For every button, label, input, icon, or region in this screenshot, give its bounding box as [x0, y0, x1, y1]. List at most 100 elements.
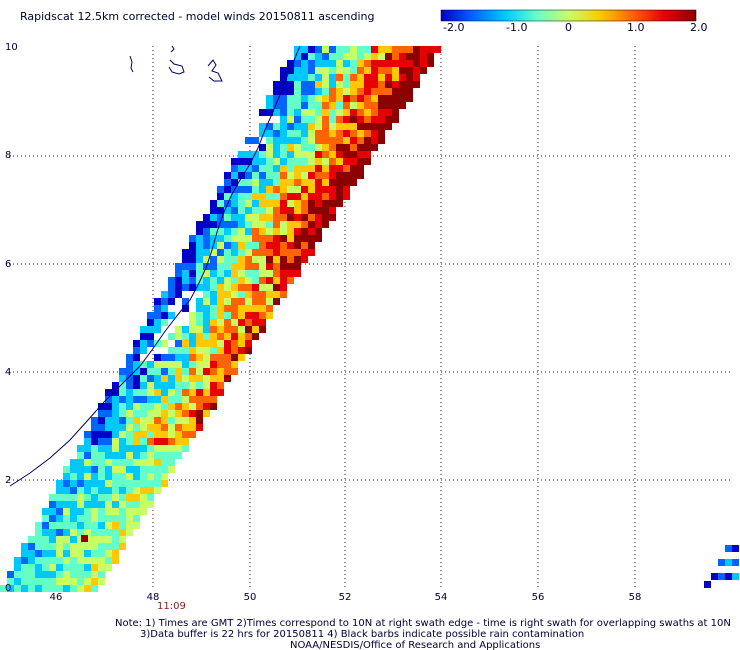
swath-cell [343, 144, 350, 151]
swath-cell [322, 214, 329, 221]
swath-cell [350, 60, 357, 67]
swath-cell [378, 102, 385, 109]
swath-cell [378, 88, 385, 95]
swath-cell [294, 263, 301, 270]
swath-cell [294, 123, 301, 130]
swath-cell [196, 333, 203, 340]
swath-cell [350, 172, 357, 179]
swath-cell [91, 529, 98, 536]
swath-cell [357, 88, 364, 95]
swath-cell [189, 403, 196, 410]
swath-cell [126, 354, 133, 361]
swath-cell [182, 270, 189, 277]
swath-cell-edge [725, 559, 732, 566]
swath-cell [203, 326, 210, 333]
swath-cell [329, 193, 336, 200]
swath-cell [182, 256, 189, 263]
swath-cell [280, 193, 287, 200]
swath-cell [315, 200, 322, 207]
swath-cell [224, 312, 231, 319]
swath-cell [189, 284, 196, 291]
swath-cell [35, 529, 42, 536]
swath-cell [406, 60, 413, 67]
swath-cell [245, 228, 252, 235]
swath-cell [196, 228, 203, 235]
swath-cell [154, 487, 161, 494]
swath-cell [154, 375, 161, 382]
swath-cell-edge [732, 573, 739, 580]
swath-cell [301, 109, 308, 116]
swath-cell [49, 571, 56, 578]
swath-cell [399, 74, 406, 81]
swath-cell [259, 249, 266, 256]
swath-cell [63, 515, 70, 522]
swath-cell [224, 361, 231, 368]
swath-cell [280, 144, 287, 151]
swath-cell [273, 263, 280, 270]
swath-cell [217, 319, 224, 326]
swath-cell [91, 459, 98, 466]
swath-cell [210, 214, 217, 221]
swath-cell [392, 60, 399, 67]
swath-cell [105, 550, 112, 557]
swath-cell [259, 291, 266, 298]
swath-cell [259, 298, 266, 305]
swath-cell [329, 102, 336, 109]
swath-cell [161, 438, 168, 445]
swath-cell [91, 571, 98, 578]
swath-cell [105, 501, 112, 508]
swath-cell [126, 452, 133, 459]
swath-cell [301, 228, 308, 235]
swath-cell [224, 333, 231, 340]
swath-cell [280, 235, 287, 242]
swath-cell [49, 501, 56, 508]
swath-cell [413, 74, 420, 81]
swath-cell [70, 578, 77, 585]
swath-cell [238, 249, 245, 256]
swath-cell [308, 81, 315, 88]
swath-cell [322, 179, 329, 186]
swath-cell [252, 333, 259, 340]
swath-cell [322, 165, 329, 172]
swath-cell [210, 284, 217, 291]
swath-cell [105, 466, 112, 473]
swath-cell [259, 312, 266, 319]
swath-cell [49, 515, 56, 522]
swath-cell [259, 277, 266, 284]
swath-cell [217, 389, 224, 396]
swath-cell [14, 564, 21, 571]
swath-cell [203, 256, 210, 263]
swath-cell [315, 151, 322, 158]
swath-cell [266, 137, 273, 144]
swath-cell [203, 368, 210, 375]
swath-cell [28, 550, 35, 557]
swath-cell [77, 459, 84, 466]
swath-cell [77, 564, 84, 571]
swath-cell [105, 515, 112, 522]
swath-cell [91, 515, 98, 522]
swath-cell [119, 389, 126, 396]
swath-cell [210, 256, 217, 263]
swath-cell [315, 95, 322, 102]
swath-cell [133, 389, 140, 396]
swath-cell [224, 298, 231, 305]
swath-cell [252, 165, 259, 172]
swath-cell [259, 270, 266, 277]
swath-cell [245, 193, 252, 200]
swath-cell [70, 515, 77, 522]
swath-cell [406, 53, 413, 60]
swath-cell [308, 88, 315, 95]
swath-cell [84, 473, 91, 480]
swath-cell [336, 172, 343, 179]
swath-cell [91, 501, 98, 508]
swath-cell [245, 263, 252, 270]
swath-cell [182, 354, 189, 361]
swath-cell [154, 298, 161, 305]
swath-cell [217, 368, 224, 375]
swath-cell [364, 123, 371, 130]
swath-cell [217, 186, 224, 193]
swath-cell [259, 172, 266, 179]
swath-cell [245, 249, 252, 256]
swath-cell [77, 571, 84, 578]
swath-cell [259, 221, 266, 228]
